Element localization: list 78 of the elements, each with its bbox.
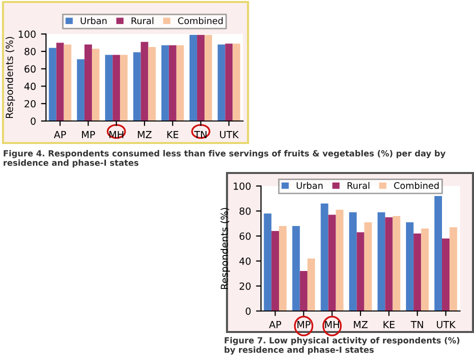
bar [64, 44, 72, 121]
legend-label: Urban [296, 182, 323, 189]
y-tick-label: 100 [18, 30, 36, 38]
bar [292, 226, 300, 311]
x-tick-label: MZ [354, 321, 368, 328]
bar [414, 234, 422, 311]
y-tick-label: 40 [24, 82, 36, 90]
bar [190, 34, 198, 121]
x-tick-label: KE [167, 131, 178, 138]
bar [140, 42, 148, 121]
bar [225, 44, 233, 121]
y-tick-label: 40 [239, 257, 251, 265]
bar [349, 212, 357, 311]
bar [76, 59, 84, 121]
bar [112, 54, 120, 121]
bar [161, 45, 169, 121]
bar [148, 47, 156, 121]
bar [133, 52, 141, 121]
y-axis-title: Respondents (%) [6, 36, 15, 118]
caption: Figure 7. Low physical activity of respondents (%) by residence and phase-I states [224, 337, 460, 355]
bar [204, 34, 212, 121]
bar [320, 204, 328, 311]
bar [364, 222, 372, 311]
x-tick-label: MP [82, 131, 96, 138]
legend-label: Rural [132, 17, 154, 24]
y-tick-label: 20 [24, 100, 36, 108]
bar [336, 210, 344, 311]
y-tick-label: 80 [24, 48, 36, 56]
bar [385, 217, 393, 311]
y-tick-label: 100 [234, 182, 251, 190]
x-tick-label: TN [410, 321, 424, 328]
bar [421, 228, 429, 311]
legend-label: Rural [348, 182, 370, 189]
bar [168, 45, 176, 121]
y-tick-label: 60 [240, 232, 251, 240]
legend-label: Combined [394, 182, 439, 189]
bar [307, 258, 316, 311]
bar [450, 227, 458, 311]
bar [264, 214, 272, 311]
bar [84, 44, 92, 121]
bar [232, 44, 240, 121]
caption: Figure 4. Respondents consumed less than five servings of fruits & vegetables (%) per day by residence and phase-I states [4, 150, 446, 168]
y-tick-label: 0 [30, 117, 36, 125]
bar [271, 231, 280, 311]
bar [176, 45, 184, 121]
bar [406, 222, 414, 311]
x-tick-label: KE [384, 321, 395, 328]
x-tick-label: TN [194, 131, 206, 138]
bar [300, 271, 308, 311]
bar [218, 44, 226, 121]
legend-label: Urban [80, 17, 107, 24]
x-tick-label: AP [54, 131, 66, 138]
bar [120, 54, 128, 121]
x-tick-label: MP [297, 321, 310, 328]
x-tick-label: AP [269, 321, 282, 328]
y-tick-label: 20 [240, 282, 251, 290]
x-tick-label: MH [109, 131, 124, 138]
bar [442, 238, 450, 311]
bar [105, 54, 113, 121]
bar [378, 212, 386, 311]
bar [48, 48, 56, 121]
x-tick-label: UTK [220, 131, 239, 138]
bar [392, 216, 400, 311]
y-tick-label: 80 [240, 207, 251, 215]
y-axis-title: Respondents (%) [220, 208, 230, 289]
y-tick-label: 0 [246, 307, 251, 315]
bar [197, 34, 205, 121]
legend-label: Combined [178, 17, 223, 24]
x-tick-label: MZ [138, 131, 152, 138]
bar [328, 214, 336, 311]
bar [434, 196, 442, 311]
x-tick-label: UTK [436, 321, 456, 328]
x-tick-label: MH [325, 321, 339, 328]
bar [356, 232, 364, 311]
y-tick-label: 60 [24, 65, 36, 73]
bar [279, 226, 287, 311]
bar [56, 42, 64, 121]
bar [92, 48, 100, 121]
